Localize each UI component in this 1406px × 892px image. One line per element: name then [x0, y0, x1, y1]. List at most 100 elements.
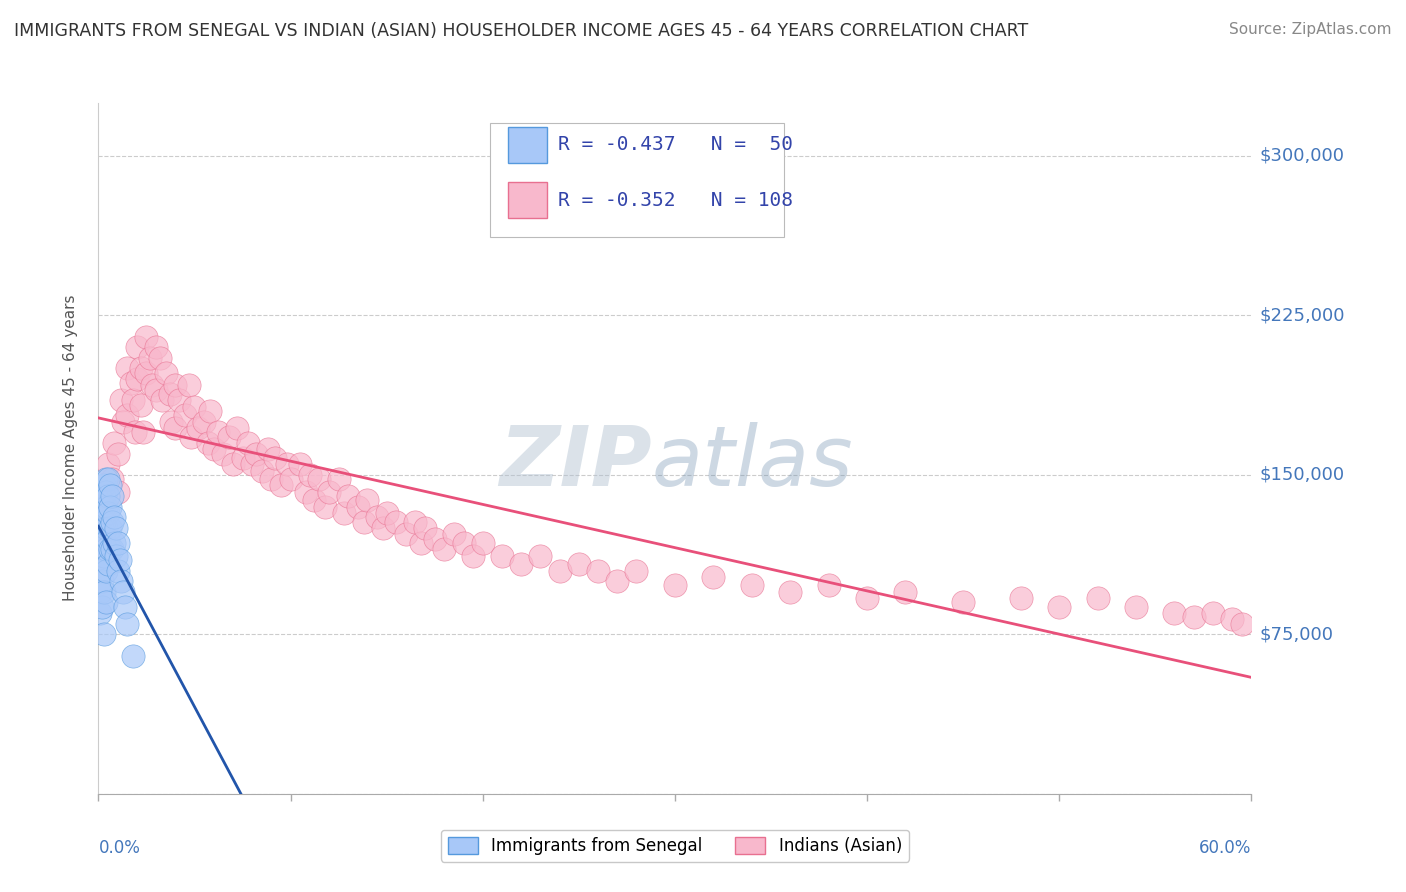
Point [586, 564, 609, 578]
Point [568, 557, 591, 571]
Text: $225,000: $225,000 [1260, 306, 1346, 325]
Point [98, 500, 121, 514]
Point [98, 542, 121, 557]
Point [606, 574, 628, 589]
Point [375, 506, 398, 520]
Point [120, 376, 142, 391]
Point [110, 393, 132, 408]
Point [1182, 610, 1205, 624]
Point [270, 478, 292, 492]
Text: IMMIGRANTS FROM SENEGAL VS INDIAN (ASIAN) HOUSEHOLDER INCOME AGES 45 - 64 YEARS : IMMIGRANTS FROM SENEGAL VS INDIAN (ASIAN… [14, 22, 1028, 40]
Point [443, 527, 465, 541]
Point [110, 574, 132, 589]
Point [117, 409, 139, 423]
Text: Source: ZipAtlas.com: Source: ZipAtlas.com [1229, 22, 1392, 37]
Point [91, 574, 114, 589]
Point [93, 549, 115, 563]
Text: ZIP: ZIP [499, 422, 652, 502]
Point [93, 478, 115, 492]
Point [165, 378, 187, 392]
Point [231, 450, 254, 465]
Point [91, 599, 114, 614]
Point [89, 564, 111, 578]
Point [159, 387, 181, 401]
Point [167, 393, 190, 408]
Point [139, 351, 162, 365]
Point [91, 536, 114, 550]
Point [222, 457, 245, 471]
Point [333, 506, 356, 520]
Point [93, 500, 115, 514]
Point [89, 606, 111, 620]
Point [453, 536, 475, 550]
Point [91, 553, 114, 567]
Text: atlas: atlas [652, 422, 853, 502]
Point [356, 493, 378, 508]
Point [395, 527, 418, 541]
Point [548, 564, 571, 578]
Point [529, 549, 551, 563]
Text: R = -0.352   N = 108: R = -0.352 N = 108 [558, 191, 793, 210]
Point [125, 372, 148, 386]
Point [93, 515, 115, 529]
Text: 0.0%: 0.0% [98, 838, 141, 857]
Point [245, 446, 267, 460]
Point [114, 599, 136, 614]
Point [101, 472, 124, 486]
Point [238, 436, 260, 450]
Point [97, 472, 120, 486]
Point [405, 515, 427, 529]
Point [817, 578, 839, 592]
Point [202, 442, 225, 457]
Point [101, 515, 124, 529]
Point [212, 446, 235, 460]
Point [141, 378, 163, 392]
Point [347, 500, 370, 514]
Point [97, 557, 120, 571]
Point [89, 532, 111, 546]
Point [314, 500, 336, 514]
Point [107, 484, 129, 499]
Point [94, 500, 117, 514]
Point [856, 591, 879, 606]
Point [256, 442, 278, 457]
Point [510, 557, 533, 571]
Point [94, 472, 117, 486]
Point [328, 472, 350, 486]
Point [276, 457, 298, 471]
Point [94, 564, 117, 578]
Point [626, 564, 648, 578]
Point [160, 415, 183, 429]
Point [264, 450, 287, 465]
Point [1202, 606, 1225, 620]
Point [98, 478, 121, 492]
Point [187, 421, 209, 435]
Point [952, 595, 974, 609]
Point [260, 472, 283, 486]
FancyBboxPatch shape [508, 182, 547, 218]
Point [290, 457, 312, 471]
Point [385, 515, 408, 529]
Point [93, 532, 115, 546]
Point [366, 510, 388, 524]
Point [741, 578, 763, 592]
Point [145, 383, 167, 397]
Point [94, 521, 117, 535]
Point [101, 542, 124, 557]
Point [104, 549, 127, 563]
Point [491, 549, 513, 563]
Point [471, 536, 494, 550]
Point [94, 484, 117, 499]
Point [112, 584, 135, 599]
Point [218, 429, 240, 443]
Point [150, 393, 173, 408]
Point [97, 489, 120, 503]
Point [129, 398, 152, 412]
Point [413, 521, 436, 535]
Point [1220, 612, 1243, 626]
Point [103, 536, 125, 550]
Point [411, 536, 433, 550]
Point [225, 421, 247, 435]
FancyBboxPatch shape [508, 127, 547, 162]
Point [131, 425, 153, 440]
